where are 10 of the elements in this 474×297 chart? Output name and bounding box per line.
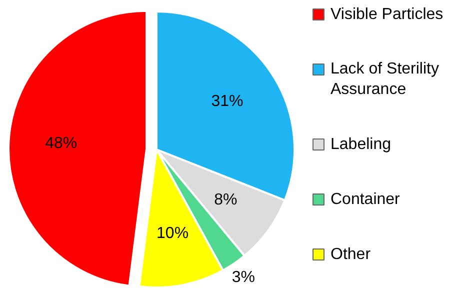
legend-label: Visible Particles (330, 6, 444, 23)
data-label: 48% (45, 135, 78, 152)
legend-label: Container (330, 191, 401, 208)
legend-label: Labeling (330, 136, 391, 153)
legend-label: Other (330, 246, 372, 263)
legend-label: Lack of Sterility Assurance (330, 60, 439, 98)
data-label: 10% (156, 225, 189, 242)
data-label: 8% (214, 191, 238, 208)
data-label: 3% (232, 268, 255, 286)
data-label: 31% (211, 92, 244, 110)
